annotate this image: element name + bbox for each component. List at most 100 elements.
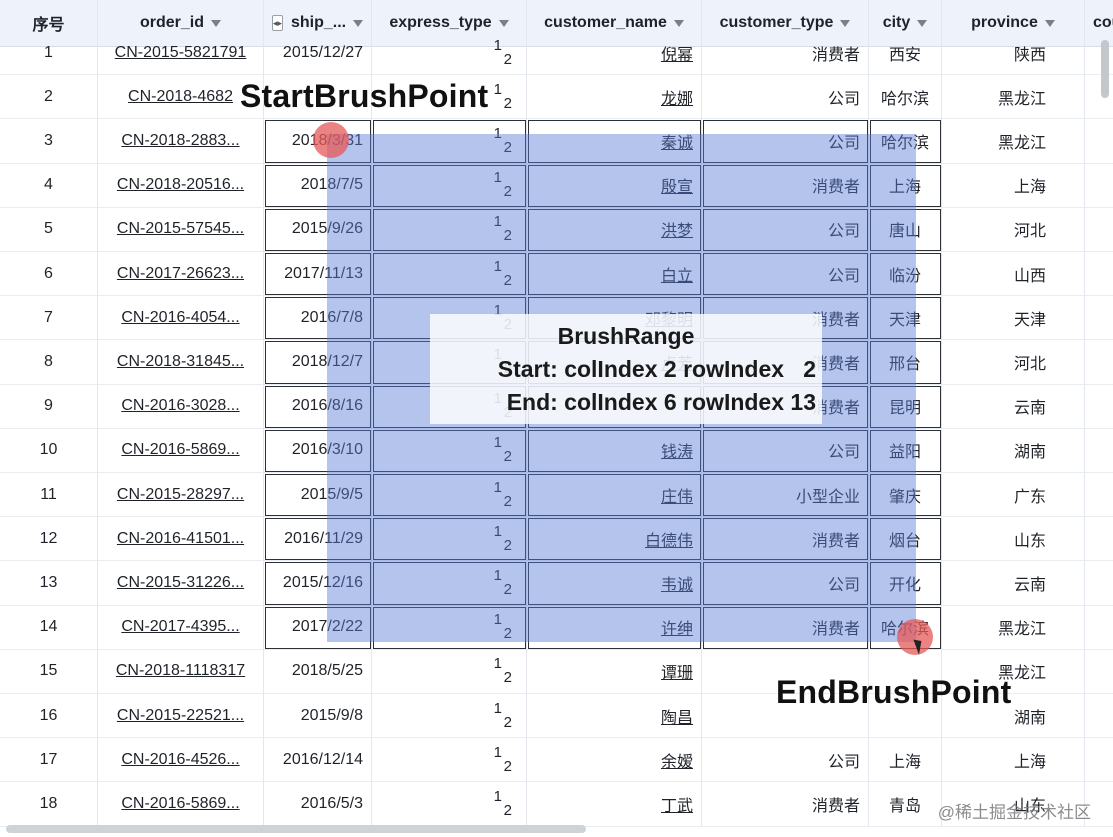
- table-row[interactable]: 5 CN-2015-57545... 2015/9/26 1 2 洪梦 公司 唐山 河北: [0, 207, 1113, 252]
- order-id-link[interactable]: CN-2015-28297...: [116, 485, 245, 503]
- cell-ship[interactable]: 2017/11/13: [264, 252, 372, 297]
- cell-province[interactable]: 黑龙江: [942, 649, 1085, 694]
- order-id-link[interactable]: CN-2015-5821791: [114, 43, 247, 61]
- cell-order-id[interactable]: CN-2018-20516...: [98, 163, 264, 208]
- cell-ship[interactable]: 2016/3/10: [264, 428, 372, 473]
- cell-province[interactable]: 黑龙江: [942, 119, 1085, 164]
- order-id-link[interactable]: CN-2018-31845...: [116, 352, 245, 370]
- cell-country[interactable]: [1085, 75, 1113, 120]
- cell-order-id[interactable]: CN-2018-1118317: [98, 649, 264, 694]
- cell-index[interactable]: 10: [0, 428, 98, 473]
- cell-customer-name[interactable]: 谭珊: [527, 649, 702, 694]
- header-ship[interactable]: ◂▸ ship_...: [264, 0, 372, 46]
- cell-index[interactable]: 6: [0, 252, 98, 297]
- order-id-link[interactable]: CN-2018-20516...: [116, 176, 245, 194]
- customer-name-link[interactable]: 洪梦: [660, 223, 693, 241]
- cell-customer-type[interactable]: 消费者: [702, 163, 869, 208]
- sort-caret-icon[interactable]: [211, 19, 221, 27]
- table-row[interactable]: 11 CN-2015-28297... 2015/9/5 1 2 庄伟 小型企业 肇庆 广东: [0, 473, 1113, 518]
- table-row[interactable]: 1 CN-2015-5821791 2015/12/27 1 2 倪幂 消费者 西安 陕西: [0, 31, 1113, 76]
- customer-name-link[interactable]: 龙娜: [660, 90, 693, 108]
- order-id-link[interactable]: CN-2016-3028...: [121, 397, 240, 415]
- cell-customer-name[interactable]: 丁武: [527, 782, 702, 827]
- cell-index[interactable]: 8: [0, 340, 98, 385]
- cell-order-id[interactable]: CN-2015-28297...: [98, 473, 264, 518]
- customer-name-link[interactable]: 钱涛: [660, 444, 693, 462]
- cell-province[interactable]: 河北: [942, 207, 1085, 252]
- header-customer-name[interactable]: customer_name: [527, 0, 702, 46]
- cell-customer-type[interactable]: 小型企业: [702, 473, 869, 518]
- cell-ship[interactable]: 2015/12/16: [264, 561, 372, 606]
- cell-customer-name[interactable]: 庄伟: [527, 473, 702, 518]
- cell-index[interactable]: 11: [0, 473, 98, 518]
- cell-province[interactable]: 上海: [942, 738, 1085, 783]
- cell-customer-name[interactable]: 余嫒: [527, 738, 702, 783]
- cell-customer-name[interactable]: 陶昌: [527, 694, 702, 739]
- cell-country[interactable]: [1085, 296, 1113, 341]
- cell-ship[interactable]: 2018/12/7: [264, 340, 372, 385]
- order-id-link[interactable]: CN-2016-5869...: [121, 794, 240, 812]
- cell-city[interactable]: 西安: [869, 31, 942, 76]
- order-id-link[interactable]: CN-2018-1118317: [115, 662, 246, 680]
- cell-order-id[interactable]: CN-2016-4526...: [98, 738, 264, 783]
- cell-city[interactable]: 开化: [869, 561, 942, 606]
- order-id-link[interactable]: CN-2016-4526...: [121, 750, 240, 768]
- cell-customer-name[interactable]: 秦诚: [527, 119, 702, 164]
- cell-ship[interactable]: [264, 75, 372, 120]
- cell-country[interactable]: [1085, 782, 1113, 827]
- cell-ship[interactable]: 2015/9/8: [264, 694, 372, 739]
- cell-province[interactable]: 山西: [942, 252, 1085, 297]
- sort-caret-icon[interactable]: [673, 19, 684, 27]
- cell-country[interactable]: [1085, 385, 1113, 429]
- cell-province[interactable]: 广东: [942, 473, 1085, 518]
- cell-province[interactable]: 黑龙江: [942, 605, 1085, 650]
- cell-order-id[interactable]: CN-2016-5869...: [98, 782, 264, 827]
- order-id-link[interactable]: CN-2015-22521...: [116, 706, 245, 724]
- cell-country[interactable]: [1085, 650, 1113, 694]
- cell-customer-type[interactable]: 公司: [702, 119, 869, 164]
- cell-customer-name[interactable]: 殷宣: [527, 163, 702, 208]
- cell-city[interactable]: 临汾: [869, 252, 942, 297]
- customer-name-link[interactable]: 秦诚: [660, 134, 693, 152]
- cell-index[interactable]: 15: [0, 649, 98, 694]
- cell-city[interactable]: 青岛: [869, 782, 942, 827]
- cell-ship[interactable]: 2018/5/25: [264, 649, 372, 694]
- cell-country[interactable]: [1085, 738, 1113, 783]
- order-id-link[interactable]: CN-2016-41501...: [116, 529, 245, 547]
- cell-order-id[interactable]: CN-2018-31845...: [98, 340, 264, 385]
- cell-index[interactable]: 7: [0, 296, 98, 341]
- cell-city[interactable]: 哈尔滨: [869, 75, 942, 120]
- cell-order-id[interactable]: CN-2016-4054...: [98, 296, 264, 341]
- cell-order-id[interactable]: CN-2017-4395...: [98, 605, 264, 650]
- cell-province[interactable]: 黑龙江: [942, 75, 1085, 120]
- header-index[interactable]: 序号: [0, 0, 98, 46]
- cell-order-id[interactable]: CN-2015-57545...: [98, 207, 264, 252]
- cell-country[interactable]: [1085, 517, 1113, 562]
- cell-province[interactable]: 湖南: [942, 428, 1085, 473]
- cell-index[interactable]: 13: [0, 561, 98, 606]
- table-row[interactable]: 17 CN-2016-4526... 2016/12/14 1 2 余嫒 公司 上海 上海: [0, 738, 1113, 783]
- vertical-scrollbar[interactable]: [1101, 40, 1109, 98]
- cell-country[interactable]: [1085, 429, 1113, 473]
- cell-index[interactable]: 4: [0, 163, 98, 208]
- customer-name-link[interactable]: 庄伟: [660, 488, 693, 506]
- cell-country[interactable]: [1085, 164, 1113, 208]
- cell-province[interactable]: 陕西: [942, 31, 1085, 76]
- cell-customer-type[interactable]: [702, 694, 869, 739]
- cell-city[interactable]: 昆明: [869, 384, 942, 429]
- customer-name-link[interactable]: 殷宣: [660, 179, 693, 197]
- cell-city[interactable]: 上海: [869, 738, 942, 783]
- cell-customer-type[interactable]: 公司: [702, 561, 869, 606]
- customer-name-link[interactable]: 余嫒: [660, 753, 693, 771]
- cell-province[interactable]: 云南: [942, 561, 1085, 606]
- cell-country[interactable]: [1085, 252, 1113, 297]
- table-row[interactable]: 13 CN-2015-31226... 2015/12/16 1 2 韦诚 公司 开化 云南: [0, 561, 1113, 606]
- cell-order-id[interactable]: CN-2015-22521...: [98, 694, 264, 739]
